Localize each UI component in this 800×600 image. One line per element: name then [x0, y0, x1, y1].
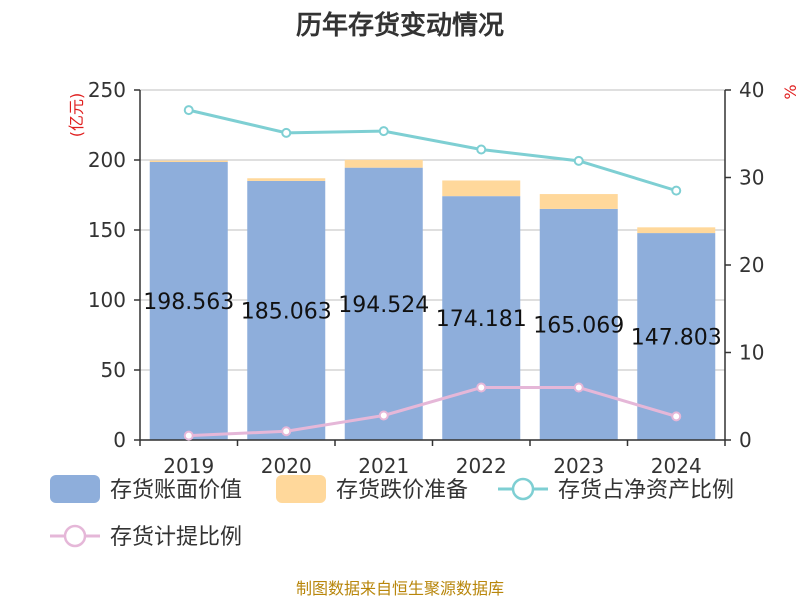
line-point	[671, 185, 682, 196]
lines	[183, 105, 682, 441]
bar-value-label: 198.563	[143, 290, 234, 315]
bar-impairment-reserve	[539, 194, 618, 209]
source-note: 制图数据来自恒生聚源数据库	[296, 579, 504, 598]
bar-impairment-reserve	[247, 178, 326, 181]
line-point	[281, 426, 292, 437]
legend-swatch	[50, 475, 100, 503]
legend-label: 存货账面价值	[110, 478, 242, 503]
legend-swatch	[276, 475, 326, 503]
line-point	[378, 410, 389, 421]
axes: 0 50 100 150 200 250 0 10 20 30 40 (亿元)% 2019 2020 202…	[67, 78, 800, 478]
line-point	[183, 430, 194, 441]
chart-title: 历年存货变动情况	[296, 10, 504, 41]
bar-book-value	[637, 233, 716, 440]
line-inventory-net-asset-ratio	[188, 108, 677, 193]
legend-item[interactable]: 存货账面价值	[50, 475, 242, 503]
right-axis-unit: %	[781, 84, 800, 99]
bar-book-value	[344, 167, 423, 441]
bar-book-value	[149, 162, 228, 441]
legend-marker	[63, 524, 87, 548]
line-point	[476, 382, 487, 393]
line-point	[671, 411, 682, 422]
line-point	[378, 126, 389, 137]
line-provision-ratio	[188, 386, 677, 438]
bar-book-value	[442, 196, 521, 440]
right-tick-label: 0	[739, 428, 752, 452]
left-tick-label: 50	[101, 358, 126, 382]
x-tick-label: 2019	[163, 454, 214, 478]
line-point	[573, 155, 584, 166]
legend-item[interactable]: 存货跌价准备	[276, 475, 468, 503]
legend-marker	[511, 477, 535, 501]
legend-item[interactable]: 存货占净资产比例	[498, 477, 734, 503]
data-labels: 198.563 185.063 194.524 174.181 165.069 147.8…	[143, 290, 721, 351]
x-tick-label: 2020	[261, 454, 312, 478]
bar-impairment-reserve	[344, 159, 423, 168]
legend-item[interactable]: 存货计提比例	[50, 524, 242, 550]
bar-value-label: 194.524	[338, 293, 429, 318]
bar-impairment-reserve	[442, 180, 521, 197]
x-tick-label: 2023	[553, 454, 604, 478]
bar-value-label: 165.069	[533, 313, 624, 338]
right-tick-label: 30	[739, 166, 764, 190]
bar-value-label: 185.063	[241, 299, 332, 324]
right-tick-label: 10	[739, 341, 764, 365]
legend-label: 存货计提比例	[110, 525, 242, 550]
right-tick-label: 20	[739, 253, 764, 277]
bar-book-value	[247, 180, 326, 440]
bar-value-label: 147.803	[631, 326, 722, 351]
bar-book-value	[539, 208, 618, 440]
left-tick-label: 0	[113, 428, 126, 452]
x-tick-label: 2024	[651, 454, 702, 478]
bar-impairment-reserve	[637, 227, 716, 234]
legend-label: 存货跌价准备	[336, 478, 468, 503]
x-tick-label: 2021	[358, 454, 409, 478]
line-point	[476, 144, 487, 155]
right-tick-label: 40	[739, 78, 764, 102]
left-axis-unit: (亿元)	[67, 93, 86, 138]
line-point	[573, 382, 584, 393]
left-tick-label: 150	[88, 218, 126, 242]
left-tick-label: 250	[88, 78, 126, 102]
x-tick-label: 2022	[456, 454, 507, 478]
bars	[149, 159, 716, 441]
line-point	[183, 105, 194, 116]
bar-impairment-reserve	[149, 160, 228, 163]
legend-label: 存货占净资产比例	[558, 478, 734, 503]
line-point	[281, 127, 292, 138]
left-tick-label: 100	[88, 288, 126, 312]
bar-value-label: 174.181	[436, 307, 527, 332]
left-tick-label: 200	[88, 148, 126, 172]
